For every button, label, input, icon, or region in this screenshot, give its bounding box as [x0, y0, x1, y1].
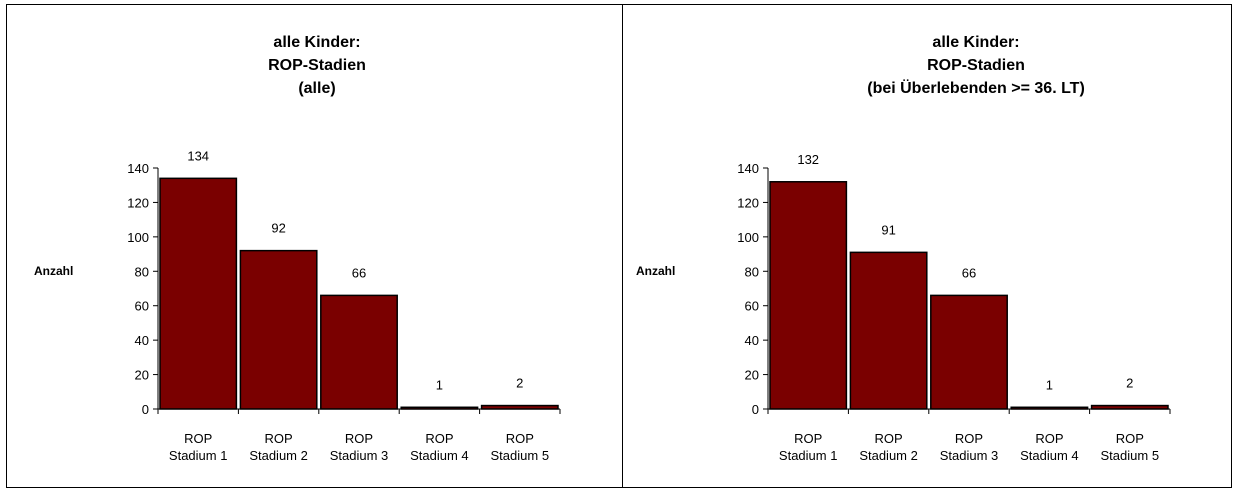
chart-title-line-1: alle Kinder:	[273, 34, 360, 51]
y-tick-label-0: 0	[142, 402, 149, 417]
chart-title-line-2: ROP-Stadien	[268, 57, 366, 74]
bar-1	[159, 177, 238, 410]
chart-title-line-1: alle Kinder:	[932, 34, 1019, 51]
bar-1	[769, 181, 848, 410]
x-category-label-3-line-1: ROP	[955, 431, 983, 446]
chart-left: alle Kinder: ROP-Stadien (alle) Anzahl 0 20 40…	[34, 34, 561, 463]
data-label-1: 132	[797, 152, 819, 167]
chart-panel-left: alle Kinder: ROP-Stadien (alle) Anzahl 0 20 40…	[6, 4, 623, 488]
x-category-label-5-line-2: Stadium 5	[1101, 448, 1160, 463]
y-tick-label-120: 120	[127, 195, 149, 210]
x-category-label-1-line-2: Stadium 1	[169, 448, 228, 463]
y-tick-label-80: 80	[135, 264, 149, 279]
chart-title-line-3: (alle)	[298, 80, 335, 97]
chart-right: alle Kinder: ROP-Stadien (bei Überlebenden…	[636, 34, 1171, 463]
data-label-4: 1	[436, 377, 443, 392]
y-tick-label-140: 140	[737, 161, 759, 176]
data-label-5: 2	[1126, 376, 1133, 391]
x-category-label-2-line-1: ROP	[875, 431, 903, 446]
x-category-label-5-line-1: ROP	[1116, 431, 1144, 446]
data-label-2: 92	[271, 221, 285, 236]
x-category-label-2-line-2: Stadium 2	[859, 448, 918, 463]
chart-panel-right: alle Kinder: ROP-Stadien (bei Überlebenden…	[622, 4, 1232, 488]
x-category-label-4-line-2: Stadium 4	[410, 448, 469, 463]
chart-title-line-2: ROP-Stadien	[927, 57, 1025, 74]
data-label-4: 1	[1046, 377, 1053, 392]
bar-2	[239, 249, 318, 410]
x-category-label-5-line-1: ROP	[506, 431, 534, 446]
data-label-5: 2	[516, 376, 523, 391]
bar-2	[849, 251, 928, 410]
data-label-1: 134	[187, 148, 209, 163]
x-category-label-2-line-1: ROP	[265, 431, 293, 446]
data-label-2: 91	[881, 222, 895, 237]
x-category-label-4-line-1: ROP	[425, 431, 453, 446]
data-label-3: 66	[962, 265, 976, 280]
y-tick-label-20: 20	[135, 368, 149, 383]
y-tick-label-100: 100	[737, 230, 759, 245]
x-category-label-5-line-2: Stadium 5	[491, 448, 550, 463]
x-category-label-2-line-2: Stadium 2	[249, 448, 308, 463]
y-tick-label-40: 40	[135, 333, 149, 348]
y-tick-label-40: 40	[745, 333, 759, 348]
bar-4	[1010, 406, 1089, 410]
y-tick-label-100: 100	[127, 230, 149, 245]
y-tick-label-80: 80	[745, 264, 759, 279]
y-tick-label-60: 60	[745, 299, 759, 314]
x-category-label-3-line-2: Stadium 3	[330, 448, 389, 463]
x-category-label-1-line-2: Stadium 1	[779, 448, 838, 463]
bar-3	[930, 294, 1008, 410]
y-axis-label: Anzahl	[34, 264, 73, 278]
x-category-label-3-line-1: ROP	[345, 431, 373, 446]
data-label-3: 66	[352, 265, 366, 280]
y-tick-label-140: 140	[127, 161, 149, 176]
x-category-label-4-line-2: Stadium 4	[1020, 448, 1079, 463]
x-category-label-1-line-1: ROP	[794, 431, 822, 446]
bar-5	[480, 404, 559, 410]
x-category-label-3-line-2: Stadium 3	[940, 448, 999, 463]
y-tick-label-20: 20	[745, 368, 759, 383]
x-category-label-4-line-1: ROP	[1035, 431, 1063, 446]
y-tick-label-120: 120	[737, 195, 759, 210]
x-category-label-1-line-1: ROP	[184, 431, 212, 446]
bar-5	[1090, 404, 1169, 410]
y-axis-label: Anzahl	[636, 264, 675, 278]
y-tick-label-0: 0	[752, 402, 759, 417]
y-tick-label-60: 60	[135, 299, 149, 314]
bar-4	[400, 406, 479, 410]
chart-title-line-3: (bei Überlebenden >= 36. LT)	[867, 78, 1085, 97]
bar-3	[320, 294, 398, 410]
